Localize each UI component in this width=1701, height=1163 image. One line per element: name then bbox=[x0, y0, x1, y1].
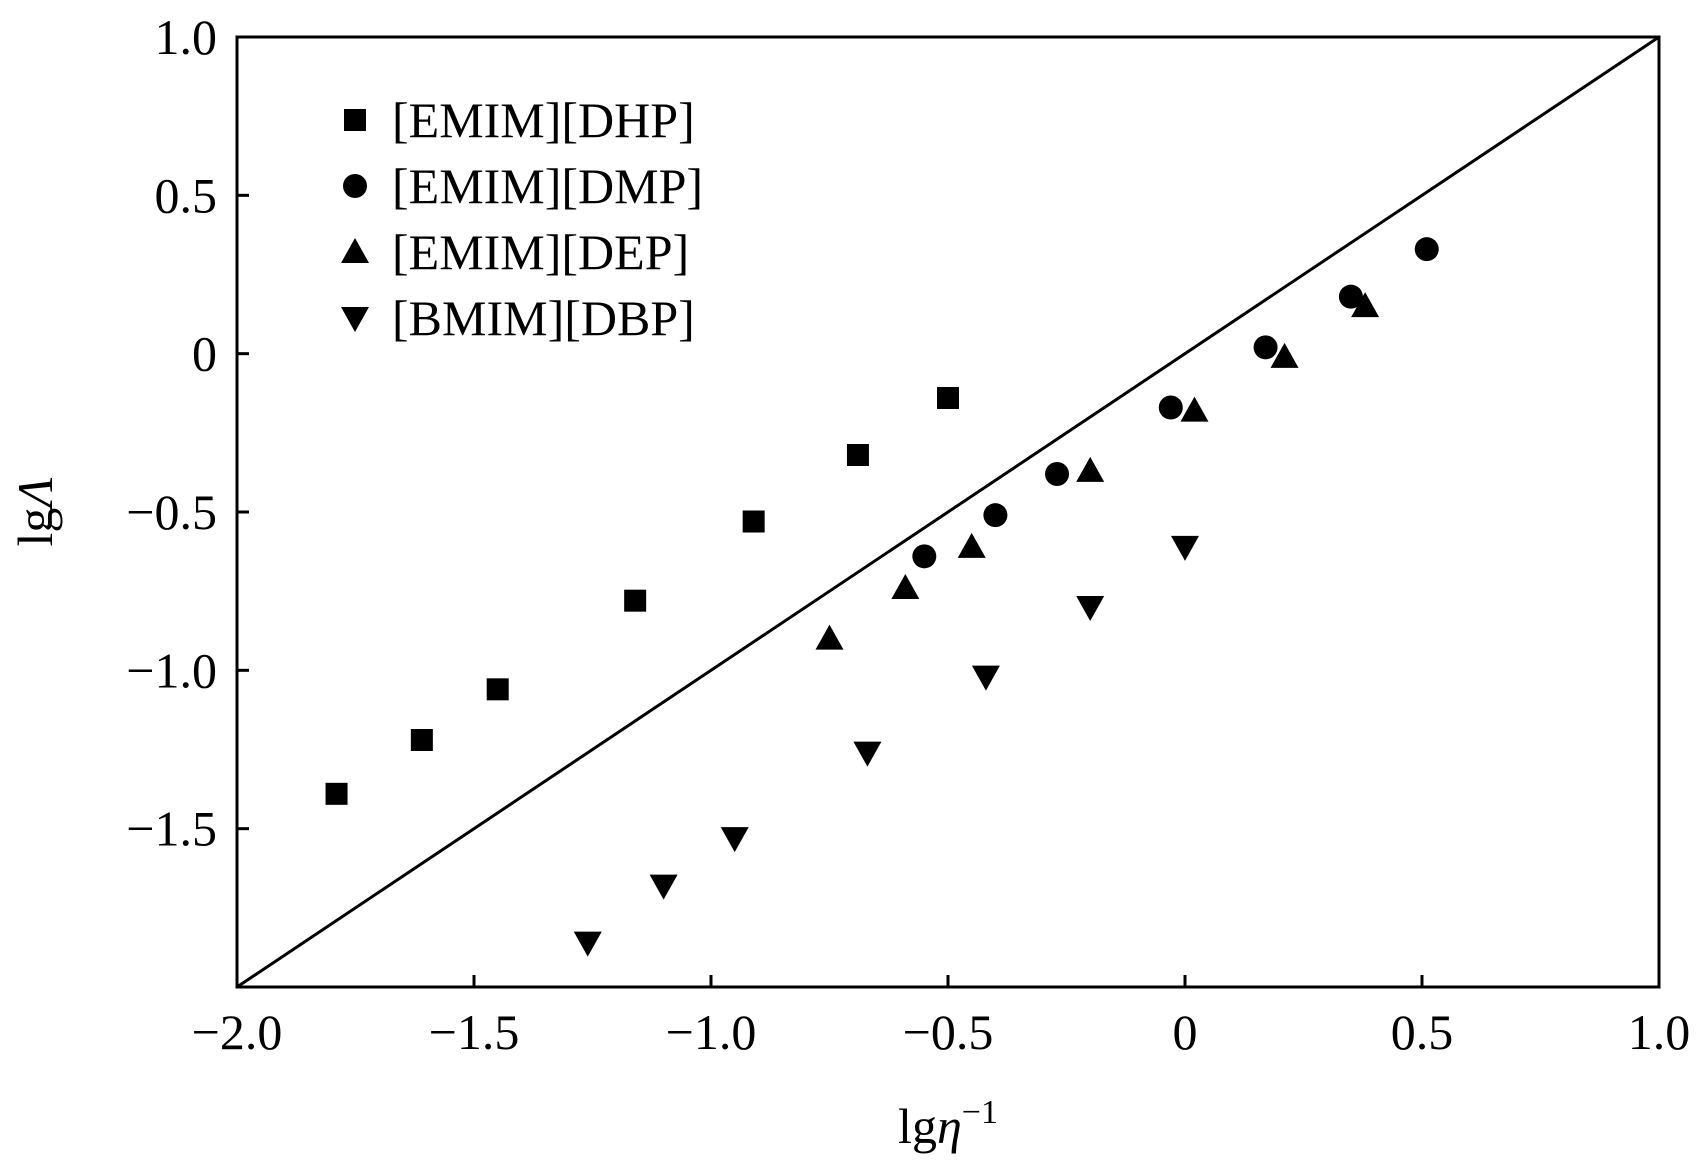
x-tick-label: −1.5 bbox=[429, 1004, 520, 1060]
data-point-circle bbox=[1338, 284, 1363, 309]
y-tick-label: −1.5 bbox=[126, 801, 217, 857]
legend-marker-square bbox=[344, 109, 366, 131]
data-point-square bbox=[937, 387, 959, 409]
x-axis-title-base: lg bbox=[898, 1098, 937, 1154]
data-points-group bbox=[325, 237, 1439, 957]
y-axis-title: lgΛ bbox=[7, 477, 63, 546]
x-tick-label: 0 bbox=[1173, 1004, 1198, 1060]
data-point-triangle-up bbox=[1351, 292, 1380, 318]
legend: [EMIM][DHP] [EMIM][DMP] [EMIM][DEP] [BMIM][… bbox=[341, 92, 703, 346]
data-point-triangle-up bbox=[1270, 342, 1299, 368]
data-point-triangle-down bbox=[853, 741, 882, 767]
reference-line-group bbox=[236, 35, 1660, 989]
data-point-triangle-up bbox=[815, 624, 844, 650]
data-point-circle bbox=[1158, 395, 1183, 420]
data-point-triangle-up bbox=[1180, 396, 1209, 422]
legend-label: [EMIM][DMP] bbox=[392, 158, 703, 214]
legend-label: [EMIM][DEP] bbox=[392, 224, 689, 280]
data-point-triangle-up bbox=[957, 532, 986, 558]
data-point-square bbox=[486, 678, 509, 701]
legend-label: [EMIM][DHP] bbox=[392, 92, 695, 148]
data-point-circle bbox=[1253, 335, 1278, 360]
legend-marker-triangle-up bbox=[341, 238, 369, 263]
y-axis-title-symbol: Λ bbox=[7, 477, 63, 511]
data-point-triangle-down bbox=[720, 827, 749, 853]
y-axis-title-base: lg bbox=[7, 508, 63, 547]
data-point-triangle-down bbox=[1171, 535, 1199, 561]
data-point-square bbox=[410, 729, 433, 751]
legend-marker-triangle-down bbox=[341, 307, 369, 332]
data-point-triangle-down bbox=[649, 874, 678, 900]
x-tick-label: 1.0 bbox=[1628, 1004, 1691, 1060]
data-point-circle bbox=[1045, 462, 1070, 486]
y-tick-label: 0.5 bbox=[155, 167, 218, 223]
legend-label: [BMIM][DBP] bbox=[392, 290, 695, 346]
x-tick-label: 0.5 bbox=[1391, 1004, 1454, 1060]
data-point-triangle-down bbox=[971, 665, 1000, 691]
y-tick-label: −1.0 bbox=[126, 642, 217, 698]
x-tick-label: −1.0 bbox=[666, 1004, 757, 1060]
reference-line bbox=[236, 35, 1660, 989]
data-point-square bbox=[325, 782, 348, 805]
data-point-circle bbox=[912, 544, 937, 569]
x-axis-title-symbol: η bbox=[937, 1098, 962, 1154]
data-point-square bbox=[742, 510, 765, 533]
x-tick-label: −0.5 bbox=[903, 1004, 994, 1060]
data-point-circle bbox=[1414, 237, 1439, 262]
y-tick-label: 0 bbox=[192, 326, 217, 382]
data-point-triangle-down bbox=[1076, 596, 1105, 621]
x-tick-label: −2.0 bbox=[192, 1004, 283, 1060]
ticks-group: −2.0 −1.5 −1.0 −0.5 0 0.5 1.0 −1.5 −1.0 −0.5 0 0.5 1… bbox=[126, 9, 1690, 1060]
data-point-square bbox=[624, 589, 647, 612]
data-point-triangle-down bbox=[573, 931, 602, 957]
data-point-triangle-up bbox=[1076, 456, 1105, 482]
y-tick-label: −0.5 bbox=[126, 484, 217, 540]
data-point-square bbox=[846, 444, 869, 466]
x-axis-title: lgη−1 bbox=[898, 1094, 998, 1154]
data-point-circle bbox=[983, 503, 1008, 528]
y-tick-label: 1.0 bbox=[155, 9, 218, 65]
legend-marker-circle bbox=[343, 174, 367, 198]
x-axis-title-superscript: −1 bbox=[962, 1094, 998, 1131]
data-point-triangle-up bbox=[891, 574, 920, 599]
